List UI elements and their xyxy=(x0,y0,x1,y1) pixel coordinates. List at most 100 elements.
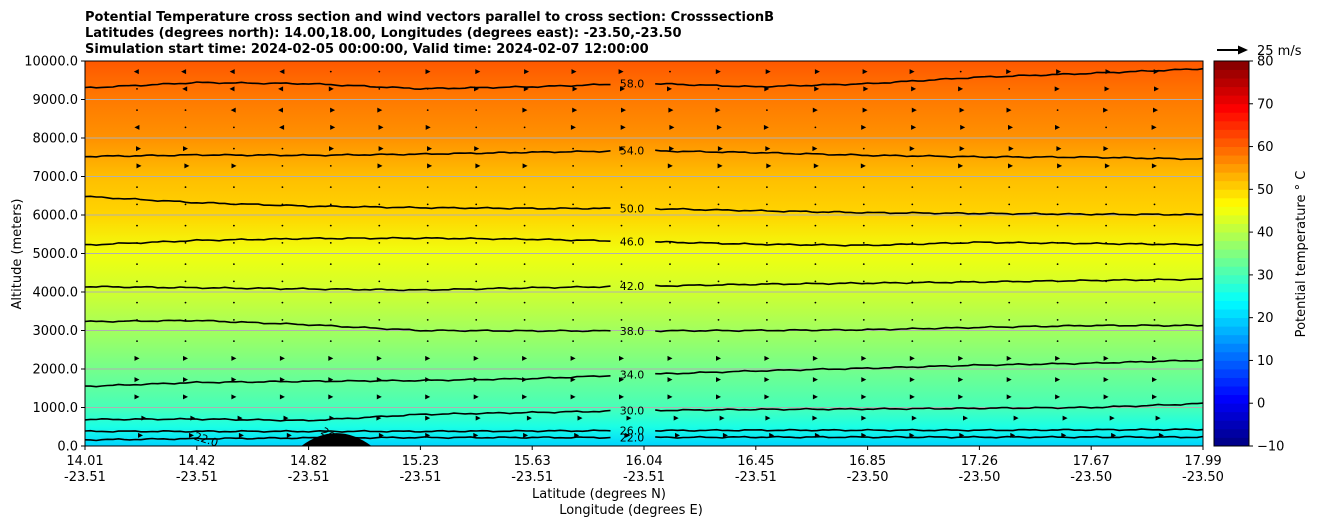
wind-vector xyxy=(1055,377,1061,383)
wind-vector xyxy=(233,263,235,265)
wind-vector xyxy=(229,69,235,75)
wind-vector xyxy=(278,86,284,92)
wind-vector xyxy=(861,124,867,130)
wind-vector xyxy=(426,319,429,321)
wind-vector xyxy=(329,242,332,244)
wind-vector xyxy=(620,86,625,92)
colorbar-band xyxy=(1214,103,1249,113)
wind-vector xyxy=(764,355,770,361)
colorbar-tick-label: −10 xyxy=(1257,440,1284,455)
wind-vector xyxy=(523,280,526,283)
wind-vector xyxy=(814,224,817,227)
wind-vector xyxy=(959,107,965,113)
wind-vector xyxy=(281,147,284,150)
y-tick-label: 5000.0 xyxy=(33,247,79,262)
colorbar-band xyxy=(1214,377,1249,387)
wind-vector xyxy=(136,88,138,90)
wind-vector xyxy=(1105,263,1107,265)
quiver-key-arrow-head xyxy=(1238,45,1248,55)
wind-vector xyxy=(1153,263,1156,265)
wind-vector xyxy=(1153,186,1156,189)
wind-vector xyxy=(328,394,334,400)
wind-vector xyxy=(577,415,583,421)
colorbar-band xyxy=(1214,129,1249,139)
wind-vector xyxy=(329,146,334,152)
wind-vector xyxy=(522,355,528,361)
wind-vector xyxy=(572,301,574,304)
wind-vector xyxy=(1105,203,1107,206)
wind-vector xyxy=(330,107,336,113)
wind-vector xyxy=(570,355,576,361)
wind-vector xyxy=(669,124,675,130)
wind-vector xyxy=(475,340,478,342)
wind-vector xyxy=(184,340,187,342)
wind-vector xyxy=(523,340,526,342)
wind-vector xyxy=(329,301,332,304)
wind-vector xyxy=(426,301,429,304)
wind-vector xyxy=(958,394,964,400)
contour-line xyxy=(655,358,1203,375)
wind-vector xyxy=(862,280,865,283)
wind-vector xyxy=(625,432,631,438)
wind-vector xyxy=(522,107,528,113)
wind-vector xyxy=(1104,163,1110,169)
x-tick-label-lon: -23.50 xyxy=(1070,470,1112,485)
wind-vector xyxy=(909,69,915,75)
contour-label: 26.0 xyxy=(620,425,645,438)
x-tick-label-lon: -23.51 xyxy=(399,470,441,485)
wind-vector xyxy=(328,355,334,361)
wind-vector xyxy=(136,203,138,206)
colorbar-band xyxy=(1214,232,1249,242)
wind-vector xyxy=(958,163,964,169)
wind-vector xyxy=(233,340,235,342)
wind-vector xyxy=(184,109,187,111)
wind-vector xyxy=(1062,415,1068,421)
y-tick-label: 0.0 xyxy=(57,440,78,455)
wind-vector xyxy=(959,340,962,342)
wind-vector xyxy=(281,340,284,342)
wind-vector xyxy=(1109,415,1115,421)
colorbar-band xyxy=(1214,411,1249,421)
wind-vector xyxy=(1152,394,1157,400)
wind-vector xyxy=(620,186,623,189)
colorbar-band xyxy=(1214,249,1249,259)
x-tick-label-lon: -23.50 xyxy=(1182,470,1224,485)
wind-vector xyxy=(1153,147,1156,150)
wind-vector xyxy=(426,280,429,283)
wind-vector xyxy=(475,126,478,129)
contour-label: 42.0 xyxy=(620,280,645,293)
wind-vector xyxy=(911,186,914,189)
colorbar-tick-label: 20 xyxy=(1257,311,1274,326)
x-tick-label-lat: 14.82 xyxy=(290,454,327,469)
chart-title-line-1: Potential Temperature cross section and … xyxy=(85,10,774,25)
wind-vector xyxy=(136,301,138,304)
wind-vector xyxy=(230,107,236,113)
wind-vector xyxy=(425,355,431,361)
wind-vector xyxy=(183,146,188,152)
colorbar-band xyxy=(1214,386,1249,396)
wind-vector xyxy=(231,355,237,361)
wind-vector xyxy=(378,280,381,283)
colorbar-ticks: −10 0 10 20 30 40 50 60 70 80 xyxy=(1249,55,1284,455)
wind-vector xyxy=(475,301,478,304)
wind-vector xyxy=(766,109,768,111)
wind-vector xyxy=(1154,86,1159,92)
wind-vector xyxy=(426,186,429,189)
wind-vector xyxy=(1008,340,1011,342)
wind-vector xyxy=(475,163,481,169)
wind-vector xyxy=(1151,163,1157,169)
wind-vector xyxy=(524,69,530,75)
wind-vector xyxy=(763,124,769,130)
wind-vector xyxy=(281,242,284,244)
wind-vector xyxy=(378,146,384,152)
wind-vector xyxy=(523,203,526,206)
y-tick-label: 3000.0 xyxy=(33,324,79,339)
wind-vector xyxy=(1056,319,1059,321)
wind-vector xyxy=(570,394,576,400)
wind-vector xyxy=(958,355,964,361)
wind-vector xyxy=(862,69,868,75)
colorbar-band xyxy=(1214,180,1249,190)
wind-vector xyxy=(619,355,624,361)
wind-vector xyxy=(860,163,866,169)
wind-vector xyxy=(134,355,140,361)
